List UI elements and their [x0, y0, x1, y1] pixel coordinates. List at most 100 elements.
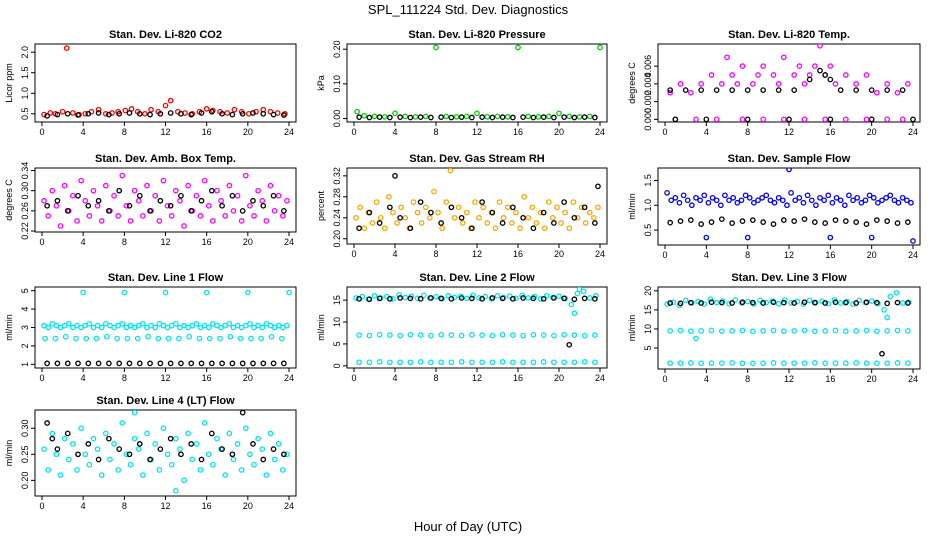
data-point [188, 360, 195, 367]
data-point [853, 360, 860, 366]
points-layer [41, 45, 288, 119]
data-point [489, 295, 496, 301]
x-tick-label: 16 [825, 250, 835, 260]
data-point [718, 360, 725, 367]
panel-3: Stan. Dev. Li-820 Temp.0 4 8 12 16 20 240.0000… [627, 29, 921, 137]
data-point [561, 199, 567, 205]
data-point [701, 301, 708, 308]
data-point [558, 220, 564, 226]
data-point [796, 194, 803, 201]
data-point [489, 359, 496, 366]
data-point [749, 81, 756, 87]
data-point [157, 446, 164, 452]
data-point [98, 472, 105, 479]
y-tick-label: 1.5 [643, 174, 653, 187]
data-point [770, 221, 777, 227]
data-point [822, 72, 829, 78]
data-point [887, 192, 894, 199]
data-point [145, 333, 151, 340]
data-point [172, 487, 179, 494]
data-point [420, 292, 427, 299]
x-tick-label: 16 [825, 374, 835, 384]
data-point [131, 435, 138, 442]
x-tick-label: 0 [662, 250, 667, 260]
data-point [208, 187, 215, 194]
data-point [152, 192, 159, 199]
y-tick-label: 4 [20, 307, 30, 312]
data-point [480, 204, 486, 211]
data-point [811, 328, 818, 335]
data-point [837, 300, 844, 306]
data-point [74, 218, 80, 224]
x-tick-label: 0 [351, 373, 356, 383]
data-point [842, 360, 849, 367]
data-point [75, 112, 81, 118]
data-point [219, 446, 225, 452]
data-point [718, 81, 725, 87]
data-point [116, 446, 123, 452]
data-point [438, 359, 444, 366]
y-axis-label: degrees C [4, 179, 14, 221]
data-point [520, 114, 526, 120]
data-point [281, 112, 287, 118]
data-point [356, 114, 362, 120]
data-point [229, 360, 236, 367]
data-point [458, 114, 465, 120]
data-point [54, 360, 61, 367]
x-tick-label: 8 [122, 501, 127, 511]
data-point [242, 172, 249, 179]
data-point [270, 192, 277, 199]
panel-title: Stan. Dev. Line 3 Flow [731, 272, 847, 284]
y-axis-label: ml/min [316, 314, 326, 341]
data-point [887, 293, 894, 300]
data-point [667, 89, 674, 96]
data-point [784, 202, 790, 209]
y-axis-label: kPa [316, 75, 326, 91]
data-point [530, 295, 537, 302]
data-point [850, 301, 856, 308]
x-tick-label: 16 [202, 127, 212, 137]
data-point [65, 320, 72, 327]
data-point [904, 360, 911, 367]
data-point [397, 332, 403, 339]
x-tick-label: 20 [243, 237, 253, 247]
data-point [529, 204, 536, 211]
data-point [760, 360, 767, 367]
y-tick-label: 0.004 [643, 73, 653, 96]
data-point [817, 44, 823, 49]
data-point [80, 289, 87, 296]
data-point [157, 197, 164, 204]
data-point [239, 110, 246, 117]
data-point [136, 110, 143, 117]
data-point [369, 220, 376, 226]
data-point [131, 410, 138, 416]
data-point [428, 359, 434, 366]
data-point [271, 207, 278, 214]
data-point [198, 456, 205, 463]
data-point [742, 192, 749, 199]
data-point [668, 197, 675, 204]
data-point [500, 214, 507, 221]
data-point [469, 331, 475, 338]
data-point [281, 451, 287, 458]
data-point [439, 225, 445, 232]
data-point [250, 360, 256, 367]
data-point [561, 114, 567, 120]
data-point [718, 328, 725, 335]
data-point [863, 221, 870, 227]
data-point [279, 467, 286, 473]
data-point [469, 359, 475, 366]
data-point [234, 192, 241, 199]
data-point [414, 295, 421, 302]
data-point [822, 220, 829, 226]
data-point [811, 299, 818, 306]
data-point [83, 335, 90, 342]
data-point [677, 81, 684, 87]
data-point [576, 287, 583, 293]
data-point [780, 360, 787, 367]
x-tick-label: 0 [662, 374, 667, 384]
data-point [407, 225, 414, 232]
data-point [904, 300, 911, 306]
data-point [832, 360, 839, 367]
